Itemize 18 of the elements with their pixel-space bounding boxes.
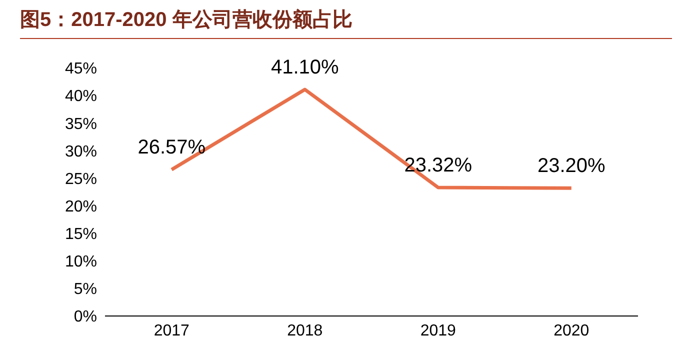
x-tick-label: 2017 xyxy=(154,322,190,340)
data-label: 41.10% xyxy=(270,56,339,78)
y-tick-label: 0% xyxy=(74,308,97,326)
y-tick-label: 30% xyxy=(64,143,97,160)
data-label: 23.20% xyxy=(537,155,606,178)
y-tick-label: 40% xyxy=(64,88,97,106)
y-tick-label: 25% xyxy=(64,170,97,188)
y-tick-label: 45% xyxy=(64,60,97,78)
x-tick-label: 2020 xyxy=(554,322,590,340)
y-tick-label: 15% xyxy=(64,226,97,244)
y-tick-label: 10% xyxy=(64,254,97,271)
y-tick-label: 5% xyxy=(74,281,97,298)
y-tick-label: 35% xyxy=(64,116,97,133)
chart-title: 图5：2017-2020 年公司营收份额占比 xyxy=(20,8,352,33)
data-label: 26.57% xyxy=(138,136,206,159)
x-tick-label: 2019 xyxy=(420,322,456,340)
x-tick-label: 2018 xyxy=(287,322,323,340)
y-tick-label: 20% xyxy=(64,198,97,216)
